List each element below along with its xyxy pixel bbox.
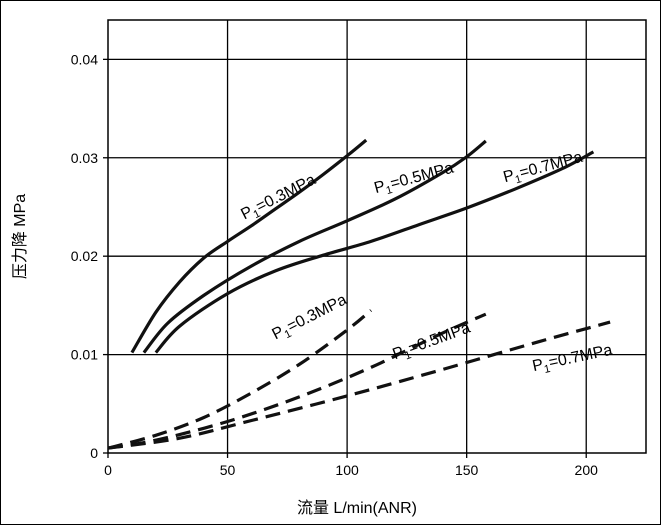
curve-label: P1=0.5MPa	[390, 319, 473, 366]
x-axis-title: 流量 L/min(ANR)	[297, 499, 417, 517]
y-tick-label: 0.04	[71, 51, 98, 67]
plot-area-border	[107, 19, 647, 454]
x-tick-label: 200	[575, 462, 599, 478]
curves	[107, 138, 611, 450]
curve-label: P1=0.5MPa	[372, 160, 456, 200]
grid	[103, 20, 646, 458]
curve-label-rest: =0.7MPa	[547, 342, 614, 372]
y-tick-label: 0.01	[71, 347, 98, 363]
curve-label-subscript: 1	[543, 363, 551, 376]
y-tick-label: 0	[90, 445, 98, 461]
y-tick-label: 0.02	[71, 248, 98, 264]
curve-label: P1=0.7MPa	[531, 342, 615, 378]
x-tick-label: 150	[455, 462, 479, 478]
curve-label-subscript: 1	[403, 349, 413, 362]
series-line-solid-0	[130, 138, 368, 354]
y-axis-title: 压力降 MPa	[11, 194, 29, 279]
curve-label-rest: =0.5MPa	[406, 319, 473, 357]
curve-label-rest: =0.5MPa	[389, 160, 456, 193]
x-tick-label: 0	[104, 462, 112, 478]
curve-label: P1=0.3MPa	[238, 171, 320, 226]
series-line-solid-1	[142, 139, 487, 354]
y-tick-label: 0.03	[71, 150, 98, 166]
curve-label-subscript: 1	[252, 208, 263, 221]
curve-label-rest: =0.3MPa	[284, 291, 349, 335]
curve-label-subscript: 1	[283, 328, 294, 341]
curve-label-main: P	[531, 356, 545, 375]
series-line-solid-2	[154, 150, 595, 354]
curve-label-rest: =0.7MPa	[518, 149, 585, 182]
x-tick-label: 50	[220, 462, 236, 478]
series-line-dashed-3	[107, 309, 373, 450]
curve-label-main: P	[502, 167, 517, 186]
curve-label: P1=0.7MPa	[502, 149, 586, 189]
series-line-dashed-5	[107, 320, 611, 450]
tick-labels: 0 50 100 150 200 0 0.01 0.02 0.03 0.04	[71, 51, 598, 478]
curve-label-subscript: 1	[385, 184, 394, 197]
series-line-dashed-4	[107, 312, 487, 450]
curve-label-main: P	[372, 178, 387, 197]
curve-label-rest: =0.3MPa	[253, 171, 318, 215]
curve-label-subscript: 1	[514, 173, 523, 186]
x-tick-label: 100	[335, 462, 359, 478]
